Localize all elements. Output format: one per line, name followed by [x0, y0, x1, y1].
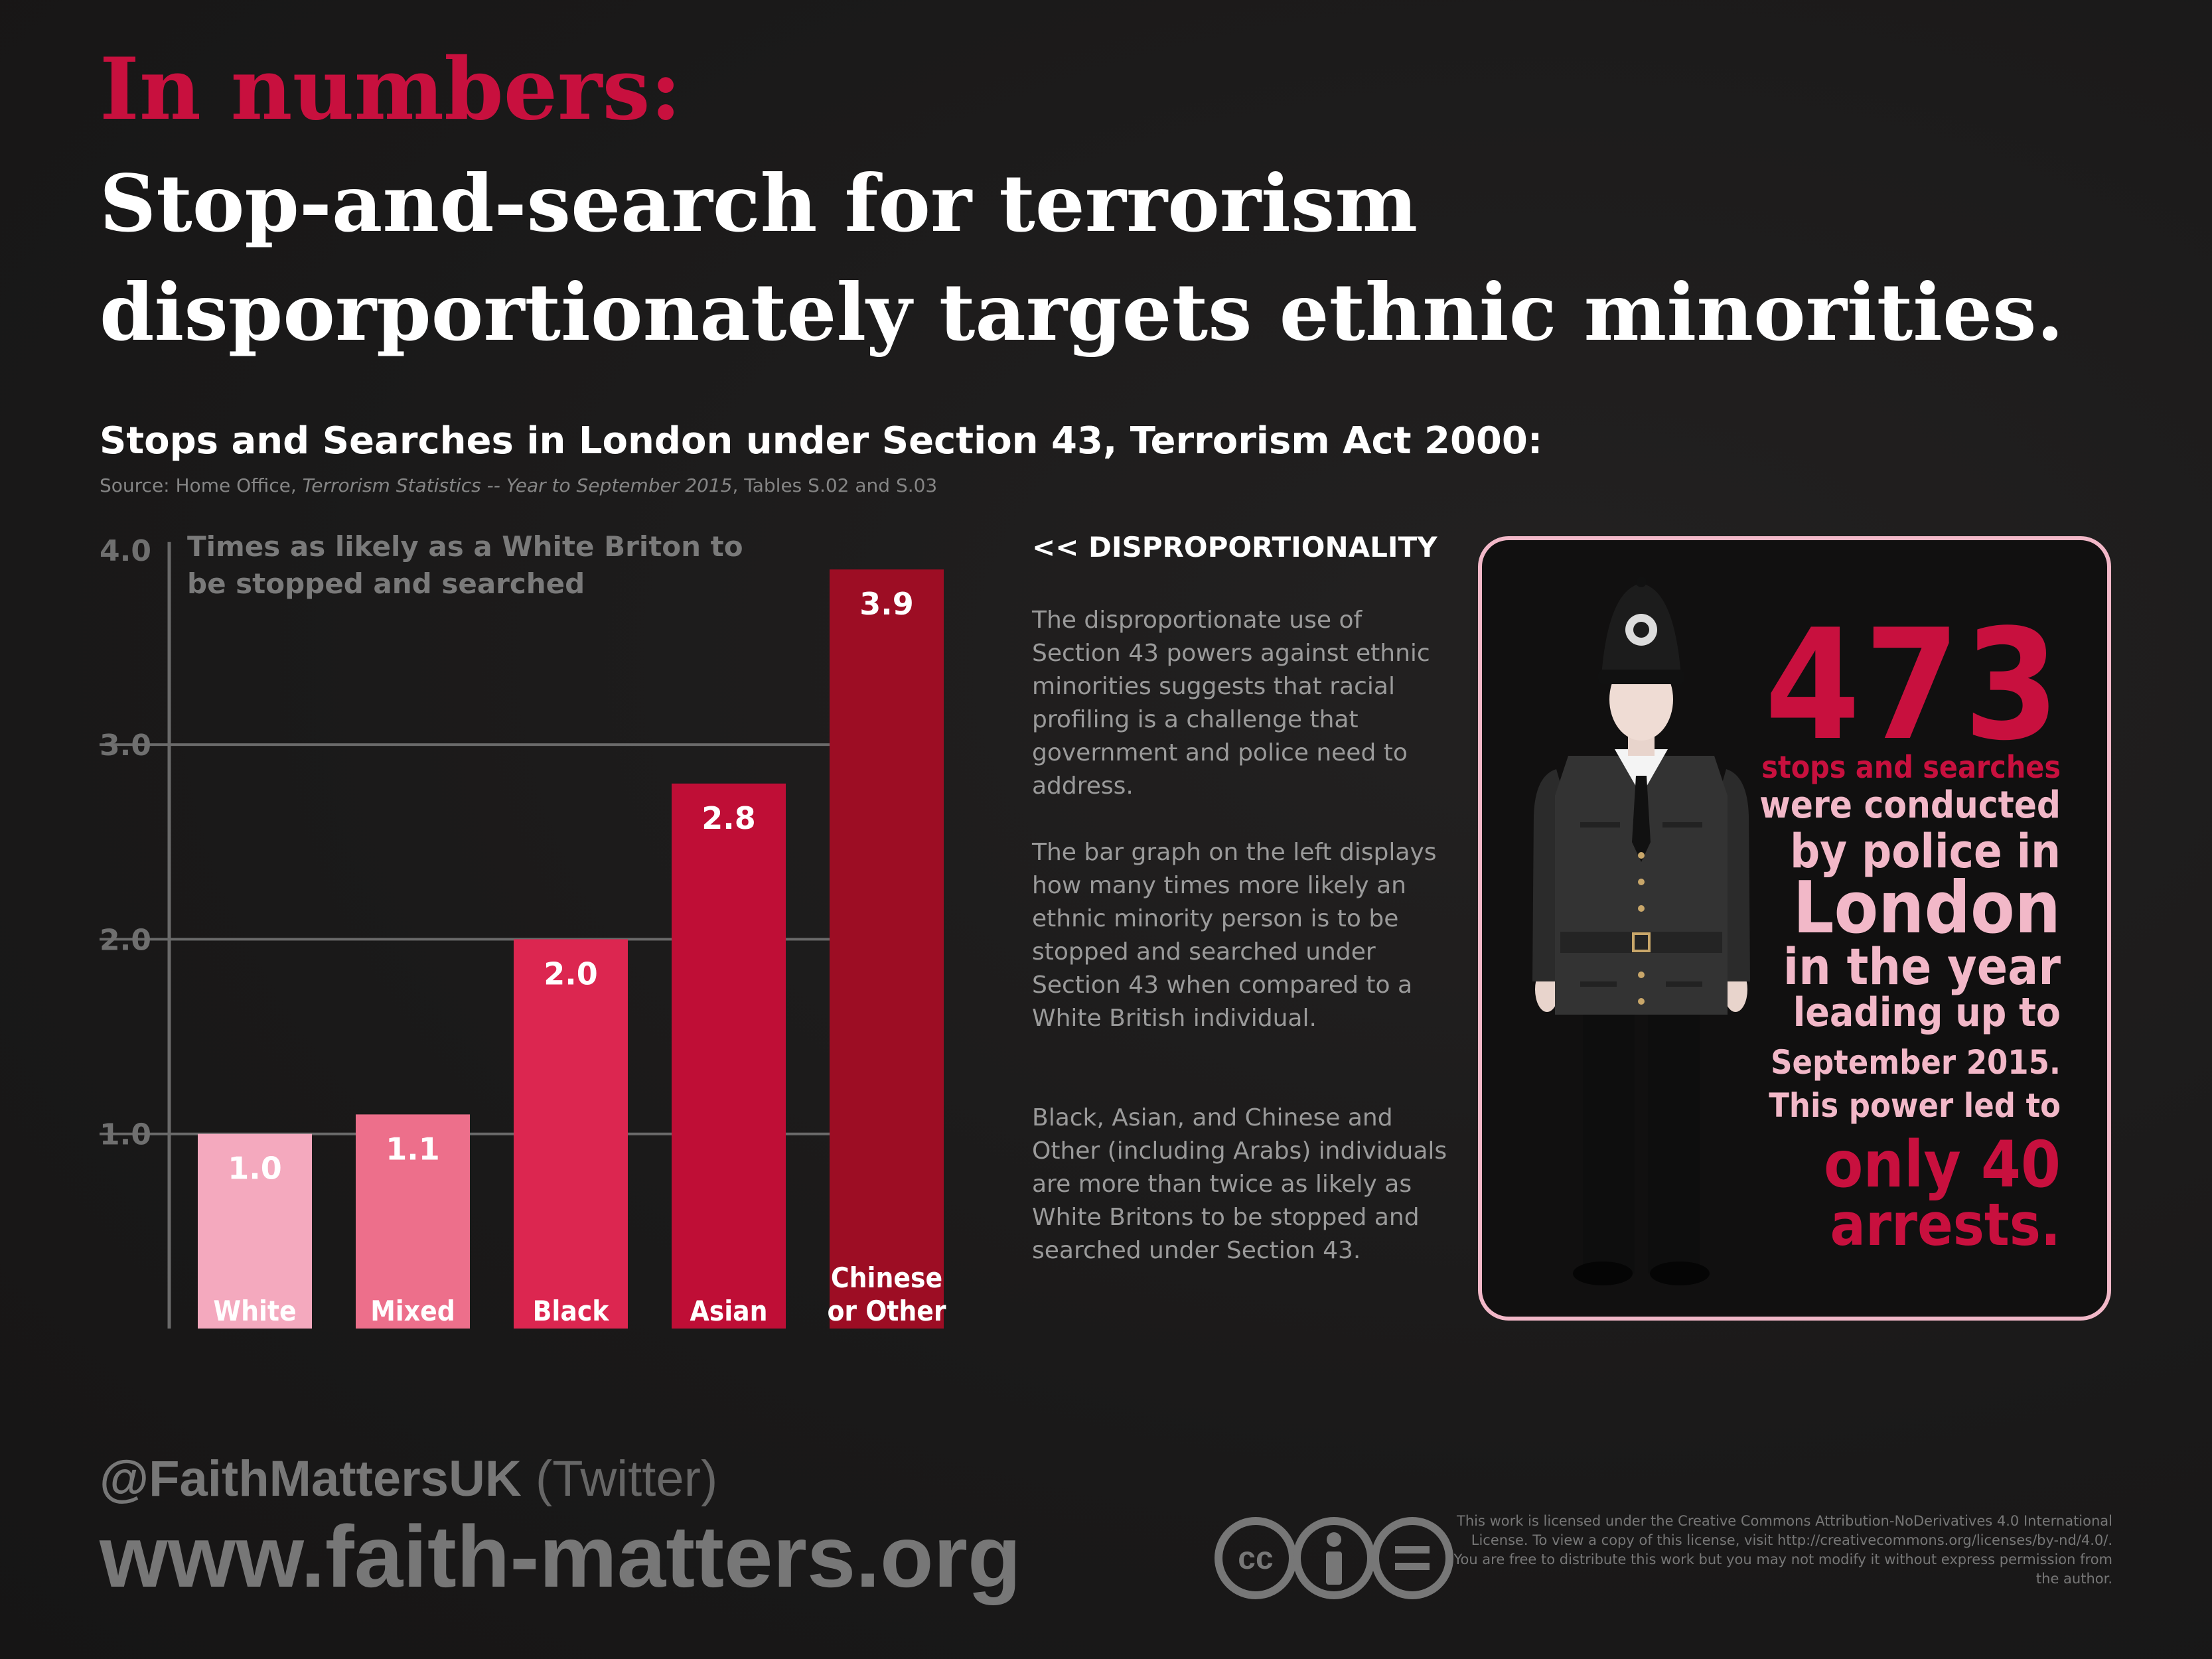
callout-line-10: arrests.: [1830, 1190, 2061, 1259]
twitter-label: (Twitter): [521, 1451, 718, 1507]
stats-callout: 473 stops and searches were conducted by…: [1478, 536, 2111, 1321]
callout-line-5: in the year: [1783, 937, 2061, 996]
callout-line-7: September 2015.: [1771, 1043, 2061, 1082]
category-label: White: [213, 1295, 296, 1327]
callout-line-6: leading up to: [1793, 989, 2061, 1036]
sidebar-paragraph-2: The bar graph on the left displays how m…: [1032, 839, 1437, 1032]
sidebar-paragraph-1: The disproportionate use of Section 43 p…: [1032, 607, 1430, 800]
y-tick-label: 4.0: [100, 534, 151, 568]
bar-black: [514, 939, 628, 1329]
source-note: Source: Home Office, Terrorism Statistic…: [100, 474, 937, 496]
bar-value-label: 2.8: [701, 800, 756, 836]
chart-title: Stops and Searches in London under Secti…: [100, 419, 1543, 463]
category-label: Asian: [690, 1295, 767, 1327]
bar-mixed: [356, 1114, 470, 1329]
twitter-handle: @FaithMattersUK: [100, 1451, 522, 1507]
callout-line-4: London: [1793, 867, 2061, 950]
bar-chinese-or-other: [830, 569, 944, 1329]
callout-line-1: stops and searches: [1761, 749, 2061, 785]
source-prefix: Source: Home Office,: [100, 474, 303, 496]
headline: Stop-and-search for terrorism disporport…: [100, 157, 2064, 358]
bar-asian: [672, 783, 786, 1329]
bar-value-label: 1.0: [228, 1151, 282, 1187]
bar-white: [198, 1133, 312, 1329]
attribution-icon: [1293, 1517, 1375, 1599]
y-axis-label: be stopped and searched: [187, 567, 585, 600]
svg-text:cc: cc: [1238, 1541, 1273, 1576]
source-suffix: , Tables S.02 and S.03: [732, 474, 938, 496]
callout-line-2: were conducted: [1759, 784, 2061, 827]
sidebar-paragraph-3: Black, Asian, and Chinese and Other (inc…: [1032, 1104, 1447, 1264]
kicker-title: In numbers:: [100, 40, 682, 139]
sidebar-heading: << DISPROPORTIONALITY: [1032, 531, 1438, 563]
website-link[interactable]: www.faith-matters.org: [100, 1508, 1021, 1605]
callout-line-9: only 40: [1824, 1127, 2061, 1202]
y-tick-label: 1.0: [100, 1118, 151, 1152]
no-derivatives-icon: [1371, 1517, 1453, 1599]
y-tick-label: 2.0: [100, 923, 151, 957]
creative-commons-badge: cc: [1215, 1517, 1453, 1599]
y-axis-label: Times as likely as a White Briton to: [187, 530, 743, 563]
license-text: This work is licensed under the Creative…: [1453, 1513, 2112, 1587]
bar-value-label: 3.9: [859, 586, 914, 622]
police-officer-illustration: [1532, 577, 1750, 1285]
callout-line-8: This power led to: [1769, 1086, 2061, 1125]
y-tick-label: 3.0: [100, 729, 151, 762]
stop-count: 473: [1765, 597, 2063, 774]
source-title: Terrorism Statistics -- Year to Septembe…: [302, 474, 733, 496]
bar-chart: 1.0 2.0 3.0 4.0 Times as likely as a White B…: [100, 530, 946, 1329]
category-label: Black: [533, 1295, 610, 1327]
twitter-link[interactable]: @FaithMattersUK (Twitter): [100, 1450, 717, 1508]
bar-value-label: 2.0: [544, 956, 598, 991]
callout-line-3: by police in: [1790, 824, 2061, 879]
category-label: Mixed: [370, 1295, 455, 1327]
cc-icon: cc: [1215, 1517, 1297, 1599]
category-label: Chinese: [831, 1262, 942, 1294]
category-label: or Other: [827, 1295, 946, 1327]
bar-value-label: 1.1: [386, 1131, 440, 1167]
